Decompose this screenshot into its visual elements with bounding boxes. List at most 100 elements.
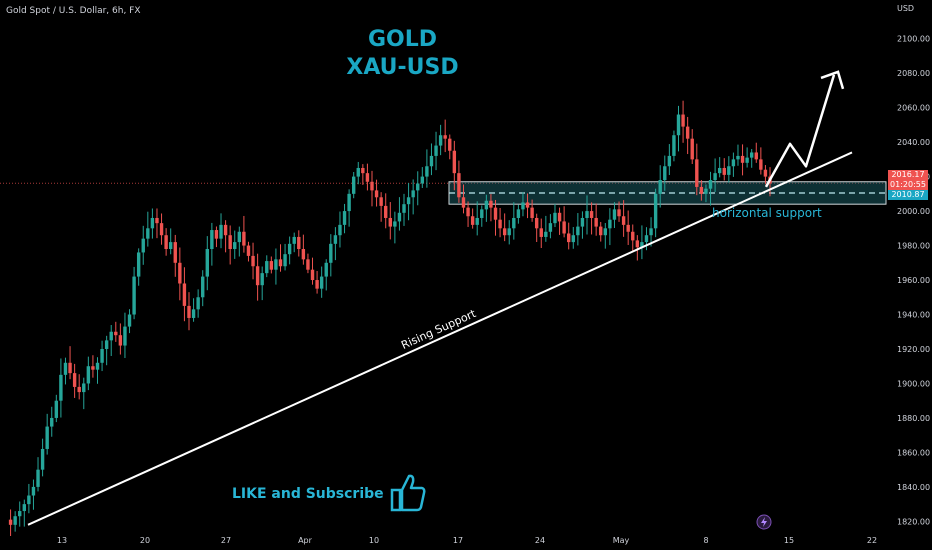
time-tick-label: 24 (535, 536, 545, 545)
price-tick-label: 1820.00 (897, 517, 930, 526)
candle-body (301, 249, 306, 260)
symbol-header: Gold Spot / U.S. Dollar, 6h, FX (6, 6, 141, 16)
candle-body (361, 167, 365, 174)
candle-body (347, 193, 351, 212)
candle-body (178, 262, 182, 284)
candle-body (525, 202, 530, 208)
candle-body (759, 159, 763, 170)
candle-body (22, 504, 26, 512)
candle-body (82, 383, 86, 393)
candle-body (727, 166, 731, 175)
candle-body (356, 167, 360, 177)
candle-body (667, 155, 672, 167)
candle-body (585, 211, 589, 218)
candle-body (333, 235, 338, 244)
candle-body (187, 305, 191, 318)
candle-body (251, 255, 255, 267)
candle-body (118, 335, 123, 346)
rising-support-line (27, 151, 853, 526)
candle-body (242, 231, 246, 246)
candle-body (201, 276, 205, 298)
candle-body (329, 243, 333, 263)
candle-body (635, 240, 640, 248)
lightning-icon[interactable] (756, 514, 772, 530)
candle-body (31, 486, 36, 496)
second-price-tag: 2010.87 (888, 190, 928, 200)
candle-body (191, 309, 196, 318)
candle-body (685, 126, 690, 139)
time-tick-label: 13 (57, 536, 67, 545)
candle-body (338, 224, 342, 236)
candle-body (754, 152, 758, 160)
candle-body (27, 495, 31, 505)
candle-body (704, 188, 708, 194)
candle-body (205, 249, 209, 277)
candle-body (45, 426, 49, 449)
candle-body (59, 374, 63, 401)
candle-body (168, 242, 173, 250)
candle-body (617, 209, 621, 217)
candle-body (438, 135, 443, 146)
candle-body (608, 219, 612, 229)
candle-body (489, 200, 493, 208)
candle-body (342, 211, 347, 225)
candle-body (557, 212, 562, 222)
candle-body (8, 519, 13, 525)
candle-body (434, 145, 438, 156)
last-price: 2016.17 (891, 170, 925, 179)
candle-body (95, 362, 100, 370)
candle-body (681, 114, 685, 127)
candle-body (269, 261, 274, 270)
candle-body (164, 235, 168, 250)
candle-body (466, 207, 470, 217)
candle-body (411, 190, 415, 198)
thumbs-up-icon (390, 474, 426, 512)
candle-body (310, 269, 315, 281)
time-tick-label: 17 (453, 536, 463, 545)
candle-body (603, 228, 608, 236)
candle-body (246, 245, 251, 256)
candle-body (50, 417, 54, 427)
candle-body (141, 238, 145, 253)
candle-body (219, 224, 223, 239)
candle-body (68, 362, 72, 374)
candle-body (72, 373, 77, 387)
price-axis: 1820.00 1840.00 1860.00 1880.00 1900.00 1920.… (897, 35, 930, 527)
candle-body (370, 181, 374, 191)
candle-body (237, 231, 242, 243)
candle-body (740, 155, 745, 163)
candle-body (621, 216, 626, 225)
like-subscribe-text: LIKE and Subscribe (232, 486, 384, 502)
candle-body (690, 138, 694, 160)
candle-body (18, 511, 22, 517)
second-price: 2010.87 (891, 190, 925, 199)
candle-body (265, 261, 269, 274)
candle-body (315, 280, 319, 289)
candle-body (571, 235, 575, 243)
candle-body (425, 166, 429, 177)
candle-body (475, 217, 479, 225)
price-tick-label: 1980.00 (897, 242, 930, 251)
candle-body (512, 217, 516, 229)
currency-label: USD (897, 4, 915, 13)
candle-body (498, 219, 502, 229)
candle-body (461, 197, 466, 208)
candle-body (278, 259, 283, 267)
candle-body (306, 259, 310, 270)
time-tick-label: Apr (298, 536, 313, 545)
candles (8, 100, 772, 537)
candle-body (589, 211, 594, 218)
time-tick-label: 8 (703, 536, 708, 545)
last-price-tag: 2016.17 01:20:55 (888, 170, 928, 190)
candle-body (374, 190, 379, 198)
candle-body (406, 197, 411, 205)
candle-body (658, 180, 662, 194)
candle-body (351, 176, 356, 194)
candle-body (731, 159, 736, 167)
candle-body (214, 230, 219, 239)
candle-body (493, 207, 498, 220)
candle-body (653, 193, 658, 229)
candle-body (228, 235, 232, 250)
candle-body (384, 205, 388, 218)
